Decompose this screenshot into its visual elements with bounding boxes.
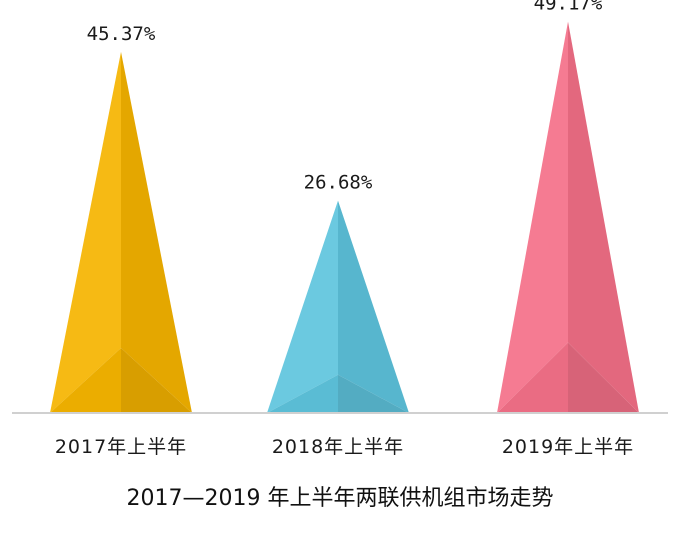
chart-title: 2017—2019 年上半年两联供机组市场走势 (127, 486, 554, 511)
bars-group (50, 21, 639, 414)
bar-right-face (568, 21, 639, 413)
data-label: 45.37% (87, 23, 156, 45)
bar-right-face (121, 51, 192, 414)
bar-left-face (50, 51, 121, 414)
bar-right-face (338, 200, 409, 413)
bar (497, 21, 639, 413)
x-tick-label: 2018年上半年 (272, 436, 404, 458)
bar-bottom-left-face (267, 374, 338, 413)
bar-bottom-left-face (50, 347, 121, 413)
bar-bottom-right-face (568, 342, 639, 413)
bar-bottom-right-face (121, 347, 192, 413)
x-tick-label: 2019年上半年 (502, 436, 634, 458)
bar (267, 200, 409, 413)
bar-bottom-right-face (338, 374, 409, 413)
value-labels-group: 45.37% 26.68% 49.17% (87, 0, 603, 194)
bar (50, 51, 192, 414)
tick-labels-group: 2017年上半年 2018年上半年 2019年上半年 (55, 436, 634, 458)
bar-left-face (497, 21, 568, 413)
bar-bottom-left-face (497, 342, 568, 413)
data-label: 26.68% (304, 172, 373, 194)
data-label: 49.17% (534, 0, 603, 15)
x-tick-label: 2017年上半年 (55, 436, 187, 458)
bar-left-face (267, 200, 338, 413)
